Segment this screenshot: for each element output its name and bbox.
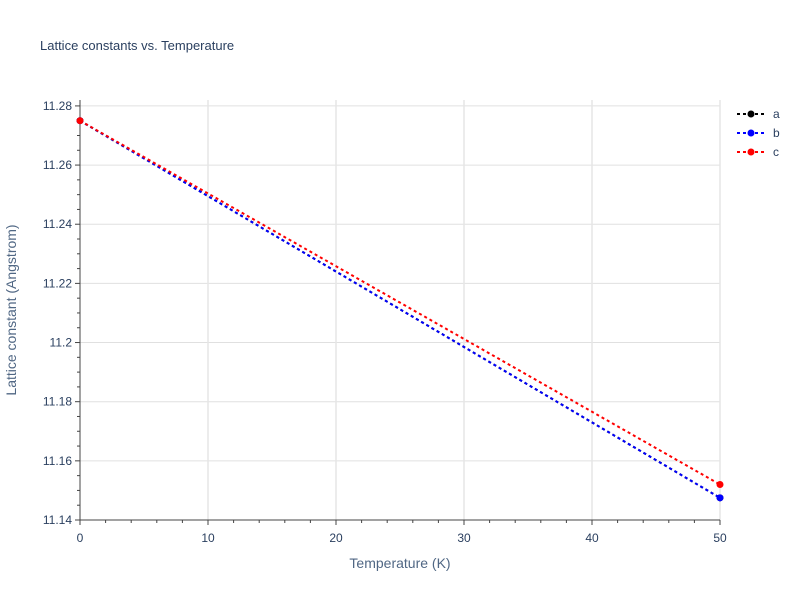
series-line-b [79, 119, 721, 499]
data-point-c [716, 481, 724, 489]
y-tick-label: 11.24 [43, 217, 72, 231]
x-tick-label: 0 [77, 531, 84, 545]
x-tick-label: 10 [201, 531, 215, 545]
y-tick-label: 11.16 [43, 454, 72, 468]
plot-area [76, 117, 724, 502]
legend-label: c [773, 145, 779, 159]
legend-item-b[interactable]: b [737, 126, 780, 140]
y-tick-label: 11.22 [43, 276, 72, 290]
grid [80, 100, 721, 521]
x-tick-label: 40 [585, 531, 599, 545]
legend-label: a [773, 107, 780, 121]
legend-label: b [773, 126, 780, 140]
x-axis-title: Temperature (K) [349, 555, 450, 571]
legend[interactable]: abc [737, 107, 780, 159]
y-tick-label: 11.14 [43, 513, 72, 527]
y-tick-label: 11.2 [50, 336, 73, 350]
data-point-c [76, 117, 84, 125]
y-tick-label: 11.18 [43, 395, 72, 409]
legend-item-c[interactable]: c [737, 145, 779, 159]
y-tick-label: 11.26 [43, 158, 72, 172]
x-tick-label: 30 [457, 531, 471, 545]
x-tick-label: 50 [713, 531, 727, 545]
axes: 11.14 11.16 11.18 11.2 11.22 11.24 11.26 11.28 0… [43, 99, 727, 545]
x-tick-label: 20 [329, 531, 343, 545]
legend-item-a[interactable]: a [737, 107, 780, 121]
series-line-c [79, 119, 721, 486]
y-tick-label: 11.28 [43, 99, 72, 113]
data-point-b [716, 494, 724, 502]
legend-marker [747, 110, 755, 118]
y-axis-title: Lattice constant (Angstrom) [3, 224, 19, 395]
chart-title: Lattice constants vs. Temperature [40, 38, 234, 53]
legend-marker [747, 129, 755, 137]
legend-marker [747, 148, 755, 156]
